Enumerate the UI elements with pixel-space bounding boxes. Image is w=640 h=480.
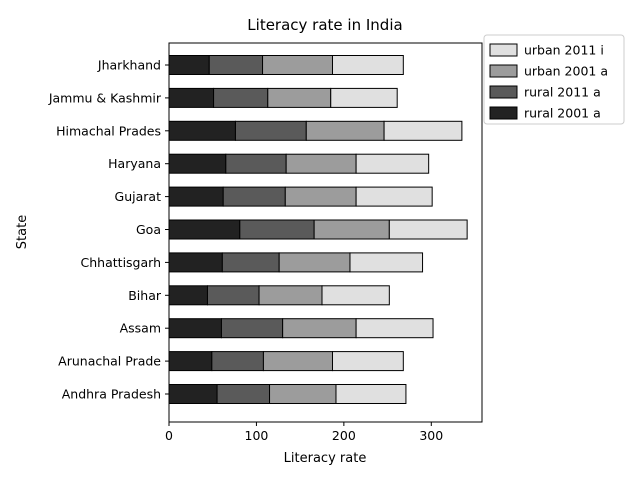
bar-urban-2011-i-6 <box>355 186 433 207</box>
bar-urban-2011-i-5 <box>388 219 468 240</box>
bar-rural-2011-a-5 <box>239 219 315 240</box>
bar-urban-2001-a-3 <box>258 285 323 306</box>
bar-urban-2001-a-5 <box>313 219 390 240</box>
bar-urban-2001-a-2 <box>282 318 357 339</box>
legend-swatch <box>489 106 518 120</box>
bar-rural-2011-a-4 <box>221 252 280 273</box>
legend-box <box>483 34 625 125</box>
bar-rural-2011-a-8 <box>234 120 307 141</box>
y-tick-label: Jammu & Kashmir <box>48 90 162 105</box>
bar-urban-2011-i-0 <box>335 384 407 404</box>
legend-label: urban 2001 a <box>524 64 608 79</box>
y-tick-label: Haryana <box>108 156 161 171</box>
bar-rural-2001-a-2 <box>168 318 222 339</box>
bar-urban-2001-a-0 <box>269 384 337 404</box>
bar-rural-2011-a-2 <box>220 318 284 339</box>
bar-urban-2001-a-8 <box>305 120 385 141</box>
bar-rural-2011-a-10 <box>208 55 264 75</box>
y-tick-label: Chhattisgarh <box>81 255 161 270</box>
legend-swatch <box>489 43 518 57</box>
legend-swatch <box>489 64 518 78</box>
bar-rural-2001-a-3 <box>168 285 208 306</box>
bar-rural-2011-a-6 <box>222 186 286 207</box>
bar-urban-2001-a-10 <box>262 55 333 75</box>
bar-rural-2001-a-10 <box>168 55 210 75</box>
bar-rural-2001-a-4 <box>168 252 223 273</box>
bar-urban-2011-i-3 <box>321 285 390 306</box>
bar-rural-2011-a-3 <box>206 285 260 306</box>
bar-rural-2001-a-0 <box>168 384 218 404</box>
y-tick-label: Arunachal Prade <box>58 354 161 369</box>
chart-title: Literacy rate in India <box>247 16 402 34</box>
bar-urban-2001-a-6 <box>284 186 357 207</box>
x-axis-ticks: 0 100 200 300 <box>165 422 443 443</box>
bar-rural-2011-a-1 <box>211 351 264 372</box>
bar-rural-2001-a-8 <box>168 120 236 141</box>
bar-layer <box>168 55 468 404</box>
bar-urban-2001-a-1 <box>262 351 333 372</box>
x-tick-label: 100 <box>245 428 269 443</box>
legend-swatch <box>489 85 518 99</box>
bar-urban-2011-i-9 <box>330 87 398 108</box>
y-tick-label: Jharkhand <box>97 58 161 73</box>
y-tick-label: Himachal Prades <box>56 123 161 138</box>
bar-urban-2011-i-10 <box>331 55 404 75</box>
bar-urban-2011-i-7 <box>355 153 430 174</box>
bar-urban-2011-i-4 <box>349 252 424 273</box>
y-axis-label: State <box>15 215 30 249</box>
bar-rural-2001-a-7 <box>168 153 227 174</box>
x-tick-label: 0 <box>165 428 173 443</box>
y-tick-label: Assam <box>120 321 161 336</box>
bar-urban-2011-i-8 <box>383 120 463 141</box>
legend-label: urban 2011 i <box>524 43 604 58</box>
bar-rural-2001-a-9 <box>168 87 215 108</box>
legend: urban 2011 i urban 2001 a rural 2011 a rura… <box>483 34 625 125</box>
bar-rural-2001-a-1 <box>168 351 213 372</box>
x-axis-label: Literacy rate <box>284 451 367 466</box>
bar-urban-2011-i-1 <box>331 351 404 372</box>
legend-label: rural 2001 a <box>524 106 601 121</box>
bar-rural-2001-a-6 <box>168 186 224 207</box>
plot-frame <box>168 42 483 423</box>
y-tick-label: Gujarat <box>115 189 162 204</box>
x-tick-label: 200 <box>332 428 356 443</box>
bar-urban-2001-a-4 <box>278 252 351 273</box>
x-tick-label: 300 <box>419 428 443 443</box>
bar-rural-2011-a-7 <box>225 153 287 174</box>
y-tick-label: Goa <box>136 222 161 237</box>
y-tick-label: Bihar <box>128 288 162 303</box>
y-tick-label: Andhra Pradesh <box>62 387 161 402</box>
bar-urban-2011-i-2 <box>355 318 434 339</box>
bar-rural-2011-a-9 <box>213 87 269 108</box>
legend-label: rural 2011 a <box>524 85 601 100</box>
bar-rural-2011-a-0 <box>216 384 271 404</box>
bar-rural-2001-a-5 <box>168 219 241 240</box>
bar-urban-2001-a-7 <box>285 153 357 174</box>
bar-urban-2001-a-9 <box>267 87 332 108</box>
y-axis-ticks: Andhra Pradesh Arunachal Prade Assam Bihar C… <box>48 58 169 402</box>
